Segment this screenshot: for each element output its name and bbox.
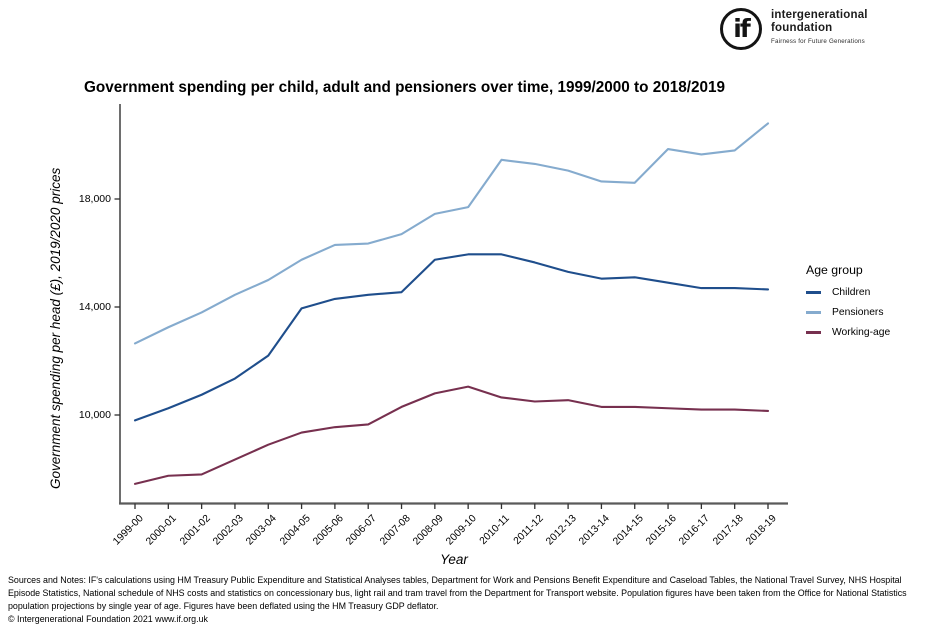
legend-swatch-icon [806, 331, 821, 334]
y-tick-label: 14,000 [78, 300, 111, 313]
legend-swatch-icon [806, 311, 821, 314]
series-line-pensioners [133, 122, 770, 345]
if-logo-icon: if [720, 8, 762, 50]
logo-tagline: Fairness for Future Generations [771, 37, 865, 45]
legend: Age group Children Pensioners Working-age [806, 263, 890, 347]
y-axis-title: Government spending per head (£), 2019/2… [48, 167, 63, 489]
if-logo-monogram: if [733, 13, 751, 43]
y-tick-label: 10,000 [78, 408, 111, 421]
legend-item: Children [806, 287, 890, 298]
logo-line1: intergenerational [771, 9, 868, 21]
logo-line2: foundation [771, 21, 833, 34]
series-line-working-age [133, 385, 770, 485]
footer: Sources and Notes: IF's calculations usi… [8, 574, 934, 626]
sources-note: Sources and Notes: IF's calculations usi… [8, 575, 907, 611]
legend-label: Children [832, 287, 871, 298]
legend-label: Working-age [832, 327, 891, 338]
copyright-line: © Intergenerational Foundation 2021 www.… [8, 614, 208, 625]
y-tick-label: 18,000 [78, 192, 111, 205]
chart-title: Government spending per child, adult and… [84, 79, 725, 96]
legend-swatch-icon [806, 291, 821, 294]
legend-items: Children Pensioners Working-age [806, 287, 890, 338]
if-logo: if intergenerational foundation Fairness… [720, 6, 868, 50]
legend-title: Age group [806, 263, 863, 277]
legend-item: Pensioners [806, 307, 890, 318]
if-logo-text: intergenerational foundation Fairness fo… [771, 6, 868, 45]
legend-label: Pensioners [832, 307, 884, 318]
legend-item: Working-age [806, 327, 890, 338]
series-line-children [133, 253, 770, 422]
x-axis-title: Year [440, 552, 468, 567]
